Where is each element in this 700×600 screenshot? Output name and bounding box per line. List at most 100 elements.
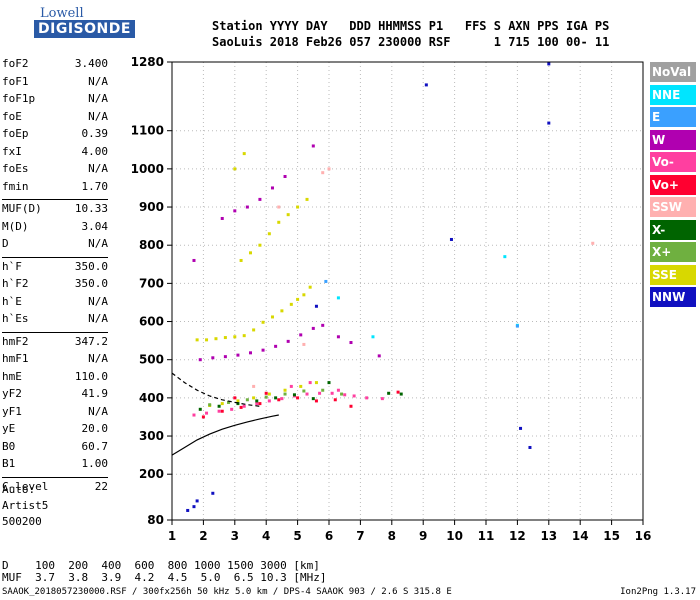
x-tick-label: 7	[356, 529, 364, 543]
y-tick-label: 80	[147, 513, 164, 527]
param-name: hmE	[2, 369, 22, 383]
y-tick-label: 1280	[131, 55, 164, 69]
echo-point	[205, 338, 209, 342]
param-value: 1.00	[81, 457, 109, 470]
lowell-logo: Lowell DIGISONDE	[4, 6, 164, 56]
param-value: N/A	[88, 312, 108, 325]
echo-point	[340, 392, 344, 396]
legend-item-vo-: Vo-	[650, 152, 696, 172]
x-tick-label: 15	[603, 529, 620, 543]
echo-point	[249, 251, 252, 255]
legend-item-x-: X+	[650, 242, 696, 262]
muf-distance-row: D 100 200 400 600 800 1000 1500 3000 [km…	[2, 559, 320, 572]
legend-item-nnw: NNW	[650, 287, 696, 307]
chart-curves	[171, 372, 279, 456]
param-name: yE	[2, 422, 16, 435]
x-tick-label: 8	[388, 529, 396, 543]
echo-point	[277, 220, 281, 224]
echo-point	[227, 400, 231, 404]
plot-frame	[171, 61, 644, 521]
param-name: foEp	[2, 127, 29, 140]
echo-point	[242, 152, 246, 156]
profile-curve-dashed	[171, 372, 260, 407]
param-name: M(D)	[2, 219, 29, 233]
muf-table: D 100 200 400 600 800 1000 1500 3000 [km…	[2, 560, 327, 584]
param-row: h`E N/A	[2, 295, 108, 313]
y-tick-label: 400	[139, 391, 164, 405]
echo-point	[380, 397, 384, 401]
echo-point	[233, 167, 237, 171]
x-tick-label: 13	[540, 529, 557, 543]
auto-scaling-info: Auto: Artist5 500200	[2, 482, 48, 530]
legend-item-noval: NoVal	[650, 62, 696, 82]
echo-point	[296, 297, 300, 301]
echo-point	[223, 336, 227, 340]
param-row: B0 60.7	[2, 440, 108, 458]
param-value: N/A	[88, 162, 108, 175]
echo-point	[267, 392, 271, 396]
station-header: Station YYYY DAY DDD HHMMSS P1 FFS S AXN…	[212, 18, 609, 50]
echo-point	[280, 309, 284, 313]
legend-item-w: W	[650, 129, 696, 150]
param-row: hmF2 347.2	[2, 335, 108, 353]
param-name: h`F2	[2, 277, 29, 290]
param-value: 4.00	[81, 144, 109, 158]
param-row: hmF1 N/A	[2, 352, 108, 370]
logo-digisonde-text: DIGISONDE	[34, 20, 135, 38]
echo-point	[336, 296, 340, 300]
param-name: fxI	[2, 144, 22, 158]
x-tick-label: 10	[446, 529, 463, 543]
param-value: 3.04	[81, 219, 109, 233]
echo-point	[283, 392, 287, 396]
echo-point	[289, 384, 293, 388]
param-value: N/A	[88, 237, 108, 250]
param-name: h`Es	[2, 312, 29, 325]
param-name: B0	[2, 439, 16, 453]
param-value: 350.0	[74, 277, 108, 290]
param-name: foF1	[2, 74, 29, 88]
echo-point	[264, 391, 268, 395]
param-row: yE 20.0	[2, 422, 108, 440]
echo-point	[236, 399, 240, 403]
param-row: fxI 4.00	[2, 145, 108, 163]
param-row: fmin 1.70	[2, 180, 108, 198]
param-name: h`F	[2, 259, 22, 273]
echo-point	[336, 388, 340, 392]
echo-point	[314, 304, 318, 308]
echo-point	[286, 213, 290, 217]
y-tick-label: 1000	[131, 162, 164, 176]
param-row: D N/A	[2, 237, 108, 255]
echo-point	[233, 335, 237, 339]
param-row: yF1 N/A	[2, 405, 108, 423]
echo-point	[208, 403, 212, 407]
echo-point	[211, 491, 215, 495]
param-name: C-level	[2, 479, 49, 493]
param-name: fmin	[2, 179, 29, 193]
file-info-text: SAAOK_2018057230000.RSF / 300fx256h 50 k…	[2, 587, 452, 597]
echo-point	[365, 396, 369, 400]
param-row: h`F2 350.0	[2, 277, 108, 295]
param-row: B1 1.00	[2, 457, 108, 475]
param-name: foF1p	[2, 92, 36, 105]
echo-point	[519, 426, 523, 430]
x-tick-label: 11	[478, 529, 495, 543]
echo-point	[214, 337, 218, 341]
echo-point	[330, 391, 334, 395]
echo-point	[205, 411, 209, 415]
echo-point	[255, 399, 259, 403]
echo-point	[308, 381, 312, 385]
param-row: MUF(D) 10.33	[2, 202, 108, 220]
y-tick-label: 800	[139, 238, 164, 252]
x-tick-label: 14	[572, 529, 589, 543]
echo-point	[255, 402, 259, 406]
legend-item-vo-: Vo+	[650, 174, 696, 195]
echo-point	[198, 358, 202, 362]
param-value: 10.33	[74, 202, 108, 215]
echo-point	[252, 396, 256, 400]
param-name: hmF2	[2, 334, 29, 348]
logo-lowell-text: Lowell	[40, 6, 84, 21]
echo-point	[277, 398, 281, 402]
echo-point	[252, 384, 256, 388]
param-separator	[2, 331, 108, 333]
echo-point	[314, 381, 318, 385]
